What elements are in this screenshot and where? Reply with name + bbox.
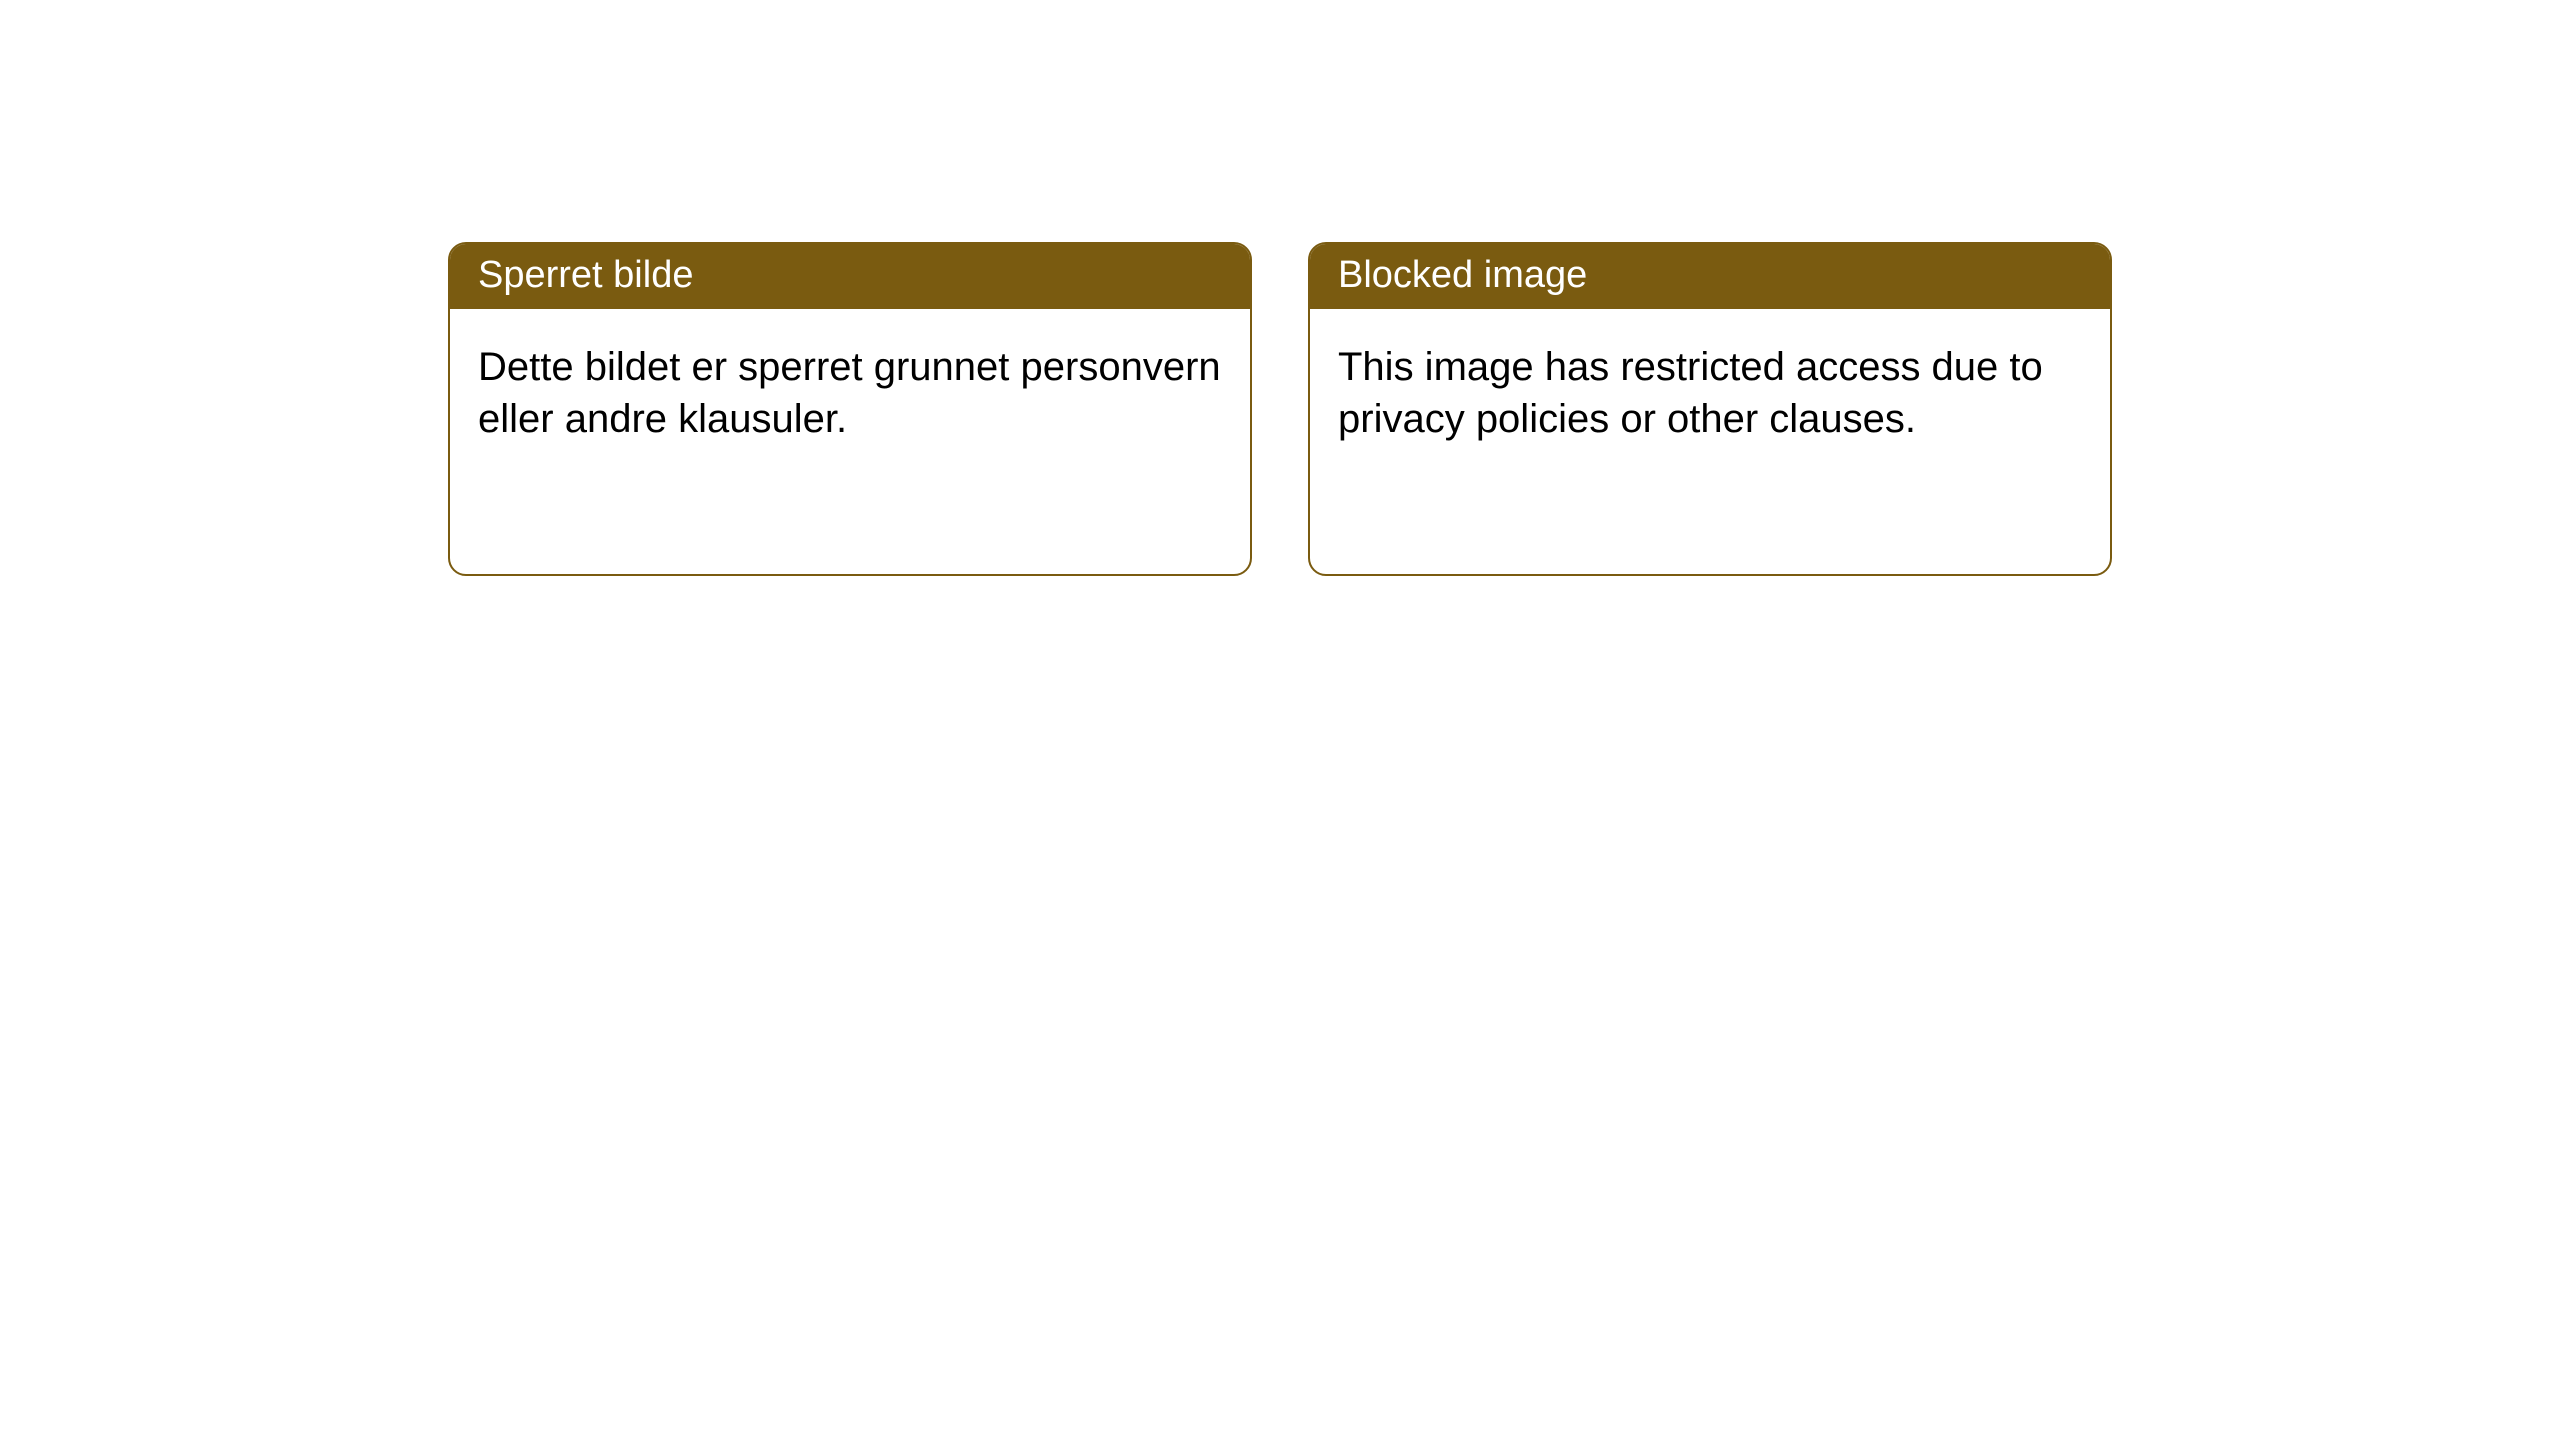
card-title-en: Blocked image (1338, 254, 1587, 296)
card-message-en: This image has restricted access due to … (1338, 345, 2043, 441)
notice-container: Sperret bilde Dette bildet er sperret gr… (0, 0, 2560, 576)
card-body-no: Dette bildet er sperret grunnet personve… (450, 309, 1250, 477)
card-message-no: Dette bildet er sperret grunnet personve… (478, 345, 1221, 441)
blocked-image-card-no: Sperret bilde Dette bildet er sperret gr… (448, 242, 1252, 576)
card-header-en: Blocked image (1310, 244, 2110, 309)
card-header-no: Sperret bilde (450, 244, 1250, 309)
card-title-no: Sperret bilde (478, 254, 693, 296)
blocked-image-card-en: Blocked image This image has restricted … (1308, 242, 2112, 576)
card-body-en: This image has restricted access due to … (1310, 309, 2110, 477)
